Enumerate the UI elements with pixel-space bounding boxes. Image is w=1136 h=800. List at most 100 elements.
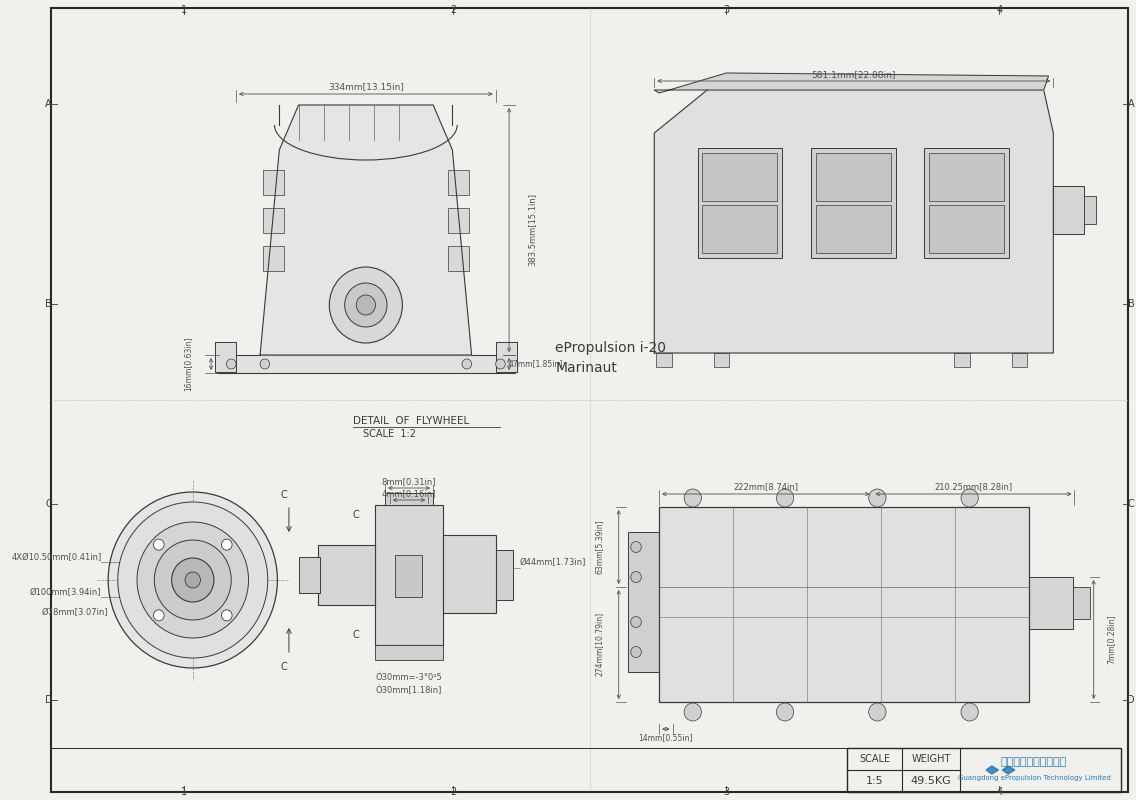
Bar xyxy=(929,205,1004,253)
Polygon shape xyxy=(986,766,999,774)
Text: 3: 3 xyxy=(724,787,729,797)
Bar xyxy=(443,535,495,613)
Circle shape xyxy=(495,359,506,369)
Circle shape xyxy=(153,610,164,621)
Bar xyxy=(262,170,284,195)
Bar xyxy=(954,353,970,367)
Bar xyxy=(816,153,891,201)
Text: 4: 4 xyxy=(996,5,1003,15)
Bar xyxy=(713,353,729,367)
Circle shape xyxy=(154,540,232,620)
Bar xyxy=(215,342,236,372)
Text: Ò30mm=-3°0²5: Ò30mm=-3°0²5 xyxy=(376,673,443,682)
Polygon shape xyxy=(1002,766,1014,774)
Bar xyxy=(262,208,284,233)
Bar xyxy=(1072,587,1089,619)
Circle shape xyxy=(118,502,268,658)
Bar xyxy=(663,606,728,692)
Circle shape xyxy=(172,558,214,602)
Text: 383.5mm[15.1in]: 383.5mm[15.1in] xyxy=(528,194,536,266)
Bar xyxy=(394,555,421,597)
Circle shape xyxy=(137,522,249,638)
Bar xyxy=(448,246,469,271)
Text: C: C xyxy=(353,630,360,640)
Text: 1:5: 1:5 xyxy=(866,776,884,786)
Text: Ø100mm[3.94in]: Ø100mm[3.94in] xyxy=(30,588,101,597)
Bar xyxy=(698,148,783,258)
Text: D: D xyxy=(44,695,52,705)
Bar xyxy=(1084,196,1095,224)
Bar xyxy=(811,148,895,258)
Text: 4mm[0.16in]: 4mm[0.16in] xyxy=(382,490,436,498)
Circle shape xyxy=(630,571,642,582)
Circle shape xyxy=(462,359,471,369)
Bar xyxy=(811,511,876,597)
Bar xyxy=(885,511,951,597)
Text: Marinaut: Marinaut xyxy=(556,361,617,375)
Text: C: C xyxy=(281,662,287,672)
Polygon shape xyxy=(654,90,1053,353)
Circle shape xyxy=(684,489,701,507)
Circle shape xyxy=(222,610,232,621)
Text: 222mm[8.74in]: 222mm[8.74in] xyxy=(734,482,799,491)
Circle shape xyxy=(776,703,794,721)
Bar xyxy=(737,606,802,692)
Text: B: B xyxy=(45,299,52,309)
Bar xyxy=(659,507,1029,702)
Circle shape xyxy=(630,542,642,553)
Text: WEIGHT: WEIGHT xyxy=(911,754,951,764)
Bar xyxy=(663,511,728,597)
Bar xyxy=(811,606,876,692)
Text: 2: 2 xyxy=(450,5,457,15)
Text: 8mm[0.31in]: 8mm[0.31in] xyxy=(382,478,436,486)
Text: C: C xyxy=(45,499,52,509)
Bar xyxy=(262,246,284,271)
Circle shape xyxy=(260,359,269,369)
Text: C: C xyxy=(281,490,287,500)
Circle shape xyxy=(344,283,387,327)
Circle shape xyxy=(153,539,164,550)
Text: 7mm[0.28in]: 7mm[0.28in] xyxy=(1106,614,1116,664)
Text: ePropulsion i-20: ePropulsion i-20 xyxy=(556,341,666,355)
Text: Ø78mm[3.07in]: Ø78mm[3.07in] xyxy=(42,608,108,617)
Text: DETAIL  OF  FLYWHEEL: DETAIL OF FLYWHEEL xyxy=(353,416,469,426)
Text: 3: 3 xyxy=(724,5,729,15)
Text: 4: 4 xyxy=(996,787,1003,797)
Circle shape xyxy=(329,267,402,343)
Text: 581.1mm[22.88in]: 581.1mm[22.88in] xyxy=(811,70,895,79)
Bar xyxy=(448,170,469,195)
Text: C: C xyxy=(353,510,360,520)
Text: 49.5KG: 49.5KG xyxy=(911,776,952,786)
Text: 47mm[1.85in]: 47mm[1.85in] xyxy=(509,359,563,369)
Circle shape xyxy=(108,492,277,668)
Circle shape xyxy=(185,572,200,588)
Bar xyxy=(925,148,1009,258)
Bar xyxy=(1029,577,1072,629)
Text: Ò30mm[1.18in]: Ò30mm[1.18in] xyxy=(376,686,442,695)
Text: 334mm[13.15in]: 334mm[13.15in] xyxy=(328,82,403,91)
Text: 1: 1 xyxy=(181,787,187,797)
Bar xyxy=(299,557,319,593)
Circle shape xyxy=(776,489,794,507)
Polygon shape xyxy=(260,105,471,355)
Bar xyxy=(385,493,433,505)
Text: 1: 1 xyxy=(181,5,187,15)
Text: 16mm[0.63in]: 16mm[0.63in] xyxy=(184,337,192,391)
Text: 210.25mm[8.28in]: 210.25mm[8.28in] xyxy=(935,482,1012,491)
Circle shape xyxy=(630,646,642,658)
Text: SCALE  1:2: SCALE 1:2 xyxy=(364,429,416,439)
Text: 63mm[5.39in]: 63mm[5.39in] xyxy=(595,520,604,574)
Text: 4XØ10.50mm[0.41in]: 4XØ10.50mm[0.41in] xyxy=(11,553,101,562)
Bar xyxy=(702,205,777,253)
Bar xyxy=(448,208,469,233)
Bar xyxy=(885,606,951,692)
Text: Guangdong ePropulsion Technology Limited: Guangdong ePropulsion Technology Limited xyxy=(958,775,1111,781)
Circle shape xyxy=(357,295,376,315)
Text: 2: 2 xyxy=(450,787,457,797)
Bar xyxy=(1053,186,1084,234)
Bar xyxy=(929,153,1004,201)
Circle shape xyxy=(961,703,978,721)
Circle shape xyxy=(684,703,701,721)
Text: 274mm[10.79in]: 274mm[10.79in] xyxy=(595,612,604,676)
Polygon shape xyxy=(654,73,1049,93)
